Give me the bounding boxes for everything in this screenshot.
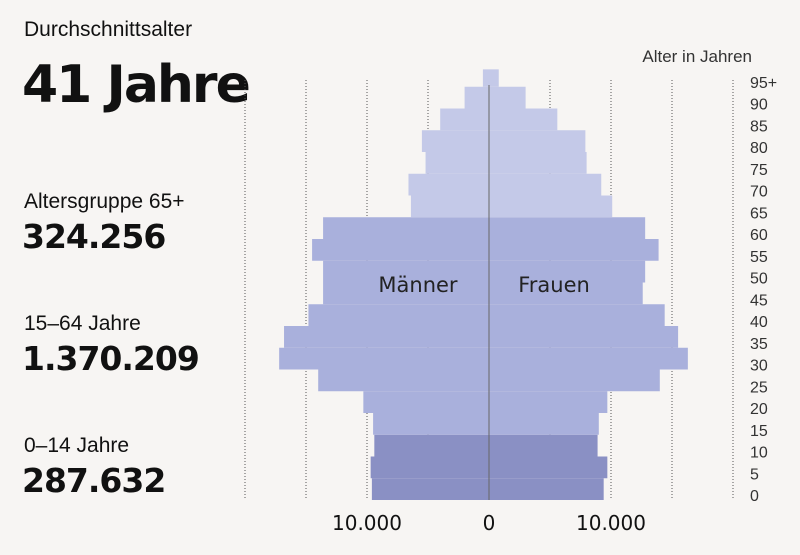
- x-tick-label: 10.000: [576, 511, 646, 535]
- y-tick-label: 30: [750, 358, 768, 375]
- bar-left-age-95: [482, 69, 489, 87]
- bar-right-age-20: [489, 391, 608, 413]
- bar-left-age-25: [318, 369, 489, 392]
- bar-left-age-30: [279, 347, 489, 370]
- y-tick-label: 65: [750, 205, 768, 222]
- age-group-15-64-value: 1.370.209: [22, 339, 200, 378]
- bar-right-age-10: [489, 434, 598, 457]
- bar-left-age-40: [308, 304, 489, 326]
- bar-right-age-50: [489, 260, 646, 283]
- average-age-label: Durchschnittsalter: [24, 18, 193, 41]
- bar-left-age-5: [370, 456, 489, 479]
- bar-right-age-60: [489, 217, 646, 239]
- x-tick-label: 10.000: [332, 511, 402, 535]
- y-tick-label: 15: [750, 423, 768, 440]
- bar-right-age-30: [489, 347, 688, 370]
- age-group-0-14-value: 287.632: [22, 461, 166, 500]
- bar-left-age-35: [284, 326, 489, 348]
- y-tick-label: 90: [750, 97, 768, 114]
- series-label-right: Frauen: [518, 273, 590, 297]
- bar-left-age-50: [323, 260, 489, 283]
- bar-right-age-0: [489, 478, 604, 500]
- y-tick-label: 25: [750, 379, 768, 396]
- bar-left-age-85: [440, 108, 489, 131]
- y-tick-label: 75: [750, 162, 768, 179]
- age-group-0-14-label: 0–14 Jahre: [24, 434, 130, 457]
- bar-right-age-15: [489, 413, 599, 435]
- bar-left-age-90: [464, 86, 489, 109]
- bar-left-age-10: [374, 434, 489, 457]
- x-tick-label: 0: [483, 511, 496, 535]
- bar-left-age-15: [373, 413, 489, 435]
- bar-right-age-40: [489, 304, 665, 326]
- bar-right-age-85: [489, 108, 558, 131]
- age-group-65-value: 324.256: [22, 217, 166, 256]
- y-tick-label: 80: [750, 140, 768, 157]
- average-age-value: 41 Jahre: [22, 55, 251, 115]
- y-tick-label: 40: [750, 314, 768, 331]
- bar-right-age-65: [489, 195, 613, 218]
- y-tick-label: 85: [750, 118, 768, 135]
- bar-left-age-80: [421, 130, 489, 152]
- bar-left-age-20: [363, 391, 489, 413]
- bar-right-age-90: [489, 86, 526, 109]
- bar-left-age-70: [408, 173, 489, 196]
- age-group-65-label: Altersgruppe 65+: [24, 190, 185, 213]
- bar-right-age-70: [489, 173, 602, 196]
- bar-left-age-0: [371, 478, 489, 500]
- y-tick-label: 10: [750, 445, 768, 462]
- age-group-15-64-label: 15–64 Jahre: [24, 312, 141, 335]
- bar-right-age-25: [489, 369, 660, 392]
- bar-left-age-45: [323, 282, 489, 305]
- y-tick-label: 50: [750, 271, 768, 288]
- y-axis-label: Alter in Jahren: [642, 47, 752, 66]
- bar-right-age-80: [489, 130, 586, 152]
- y-tick-label: 70: [750, 184, 768, 201]
- y-tick-label: 55: [750, 249, 768, 266]
- y-tick-label: 5: [750, 466, 759, 483]
- bar-right-age-5: [489, 456, 608, 479]
- bar-right-age-75: [489, 152, 587, 174]
- bar-right-age-95: [489, 69, 499, 87]
- y-tick-label: 60: [750, 227, 768, 244]
- bar-right-age-45: [489, 282, 643, 305]
- bar-left-age-65: [410, 195, 489, 218]
- y-tick-label: 95+: [750, 75, 777, 92]
- bar-left-age-55: [312, 239, 489, 261]
- y-tick-label: 35: [750, 336, 768, 353]
- y-tick-label: 0: [750, 488, 759, 505]
- bar-left-age-60: [323, 217, 489, 239]
- bar-left-age-75: [425, 152, 489, 174]
- bar-right-age-55: [489, 239, 659, 261]
- series-label-left: Männer: [378, 273, 458, 297]
- bar-right-age-35: [489, 326, 679, 348]
- y-tick-label: 20: [750, 401, 768, 418]
- y-tick-label: 45: [750, 292, 768, 309]
